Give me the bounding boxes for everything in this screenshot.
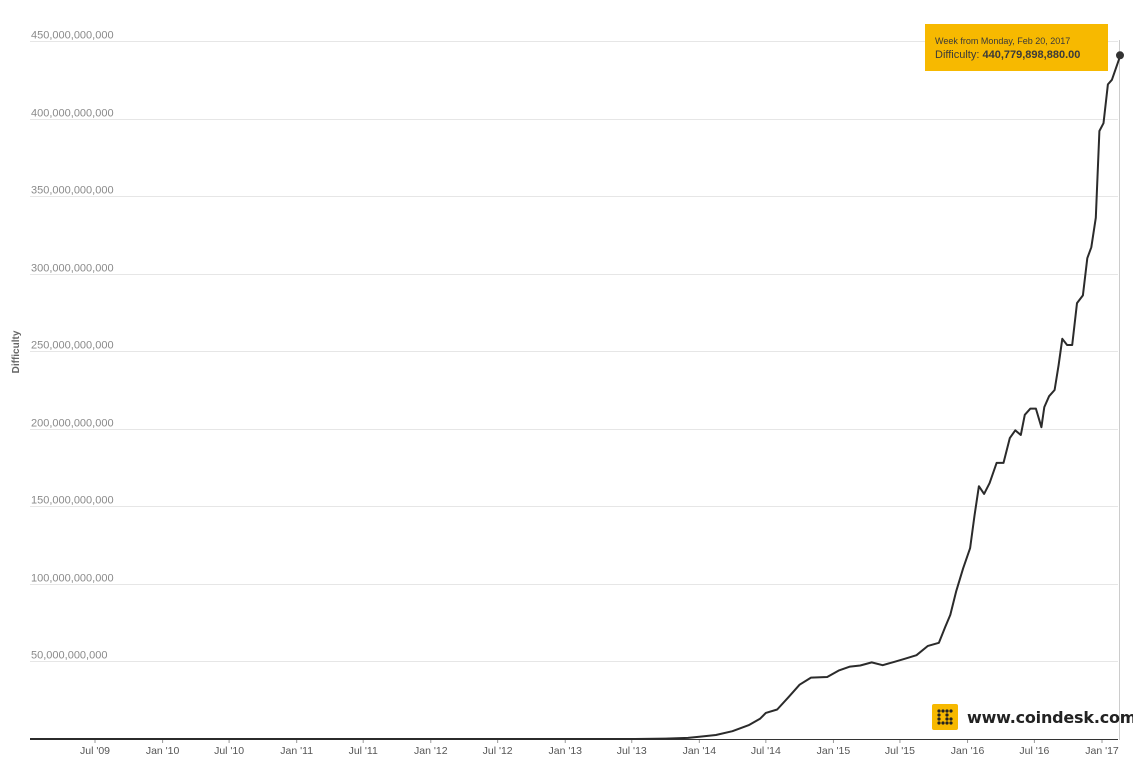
highlighted-data-point[interactable] — [1116, 51, 1124, 60]
x-tick-label: Jan '12 — [414, 745, 448, 757]
tooltip-value: 440,779,898,880.00 — [982, 49, 1081, 61]
y-tick-label: 50,000,000,000 — [31, 650, 107, 662]
x-tick-label: Jul '14 — [751, 745, 781, 757]
y-tick-label: 150,000,000,000 — [31, 495, 114, 507]
y-tick-label: 350,000,000,000 — [31, 185, 114, 197]
x-tick-label: Jan '16 — [951, 745, 985, 757]
x-tick-label: Jan '13 — [548, 745, 582, 757]
x-tick-label: Jul '11 — [349, 745, 378, 757]
x-tick-label: Jul '10 — [214, 745, 244, 757]
tooltip-week: Week from Monday, Feb 20, 2017 — [935, 36, 1071, 46]
difficulty-series-line[interactable] — [30, 54, 1122, 740]
x-axis-ticks: Jul '09 Jan '10 Jul '10 Jan '11 Jul '11 Jan '… — [80, 739, 1119, 757]
y-tick-label: 400,000,000,000 — [31, 108, 114, 120]
y-axis-label: Difficulty — [11, 330, 22, 373]
x-tick-label: Jan '11 — [280, 745, 313, 757]
y-tick-label: 450,000,000,000 — [31, 30, 114, 42]
x-tick-label: Jan '14 — [683, 745, 717, 757]
tooltip: Week from Monday, Feb 20, 2017 Difficult… — [925, 24, 1108, 71]
tooltip-difficulty: Difficulty: 440,779,898,880.00 — [935, 47, 1098, 64]
y-tick-label: 250,000,000,000 — [31, 340, 114, 352]
coindesk-logo-icon — [932, 704, 958, 730]
coindesk-url: www.coindesk.com — [967, 707, 1133, 727]
y-axis-ticks: 50,000,000,000 100,000,000,000 150,000,000… — [31, 30, 114, 662]
y-tick-label: 100,000,000,000 — [31, 573, 114, 585]
y-tick-label: 200,000,000,000 — [31, 418, 114, 430]
tooltip-label: Difficulty: — [935, 49, 980, 61]
x-tick-label: Jul '12 — [483, 745, 513, 757]
x-tick-label: Jan '17 — [1085, 745, 1119, 757]
x-tick-label: Jul '16 — [1019, 745, 1049, 757]
x-tick-label: Jan '15 — [817, 745, 851, 757]
coindesk-branding[interactable]: www.coindesk.com — [932, 704, 1133, 730]
x-tick-label: Jul '09 — [80, 745, 110, 757]
y-tick-label: 300,000,000,000 — [31, 263, 114, 275]
grid-lines — [30, 41, 1118, 662]
x-tick-label: Jul '15 — [885, 745, 915, 757]
x-tick-label: Jul '13 — [617, 745, 647, 757]
x-tick-label: Jan '10 — [146, 745, 180, 757]
